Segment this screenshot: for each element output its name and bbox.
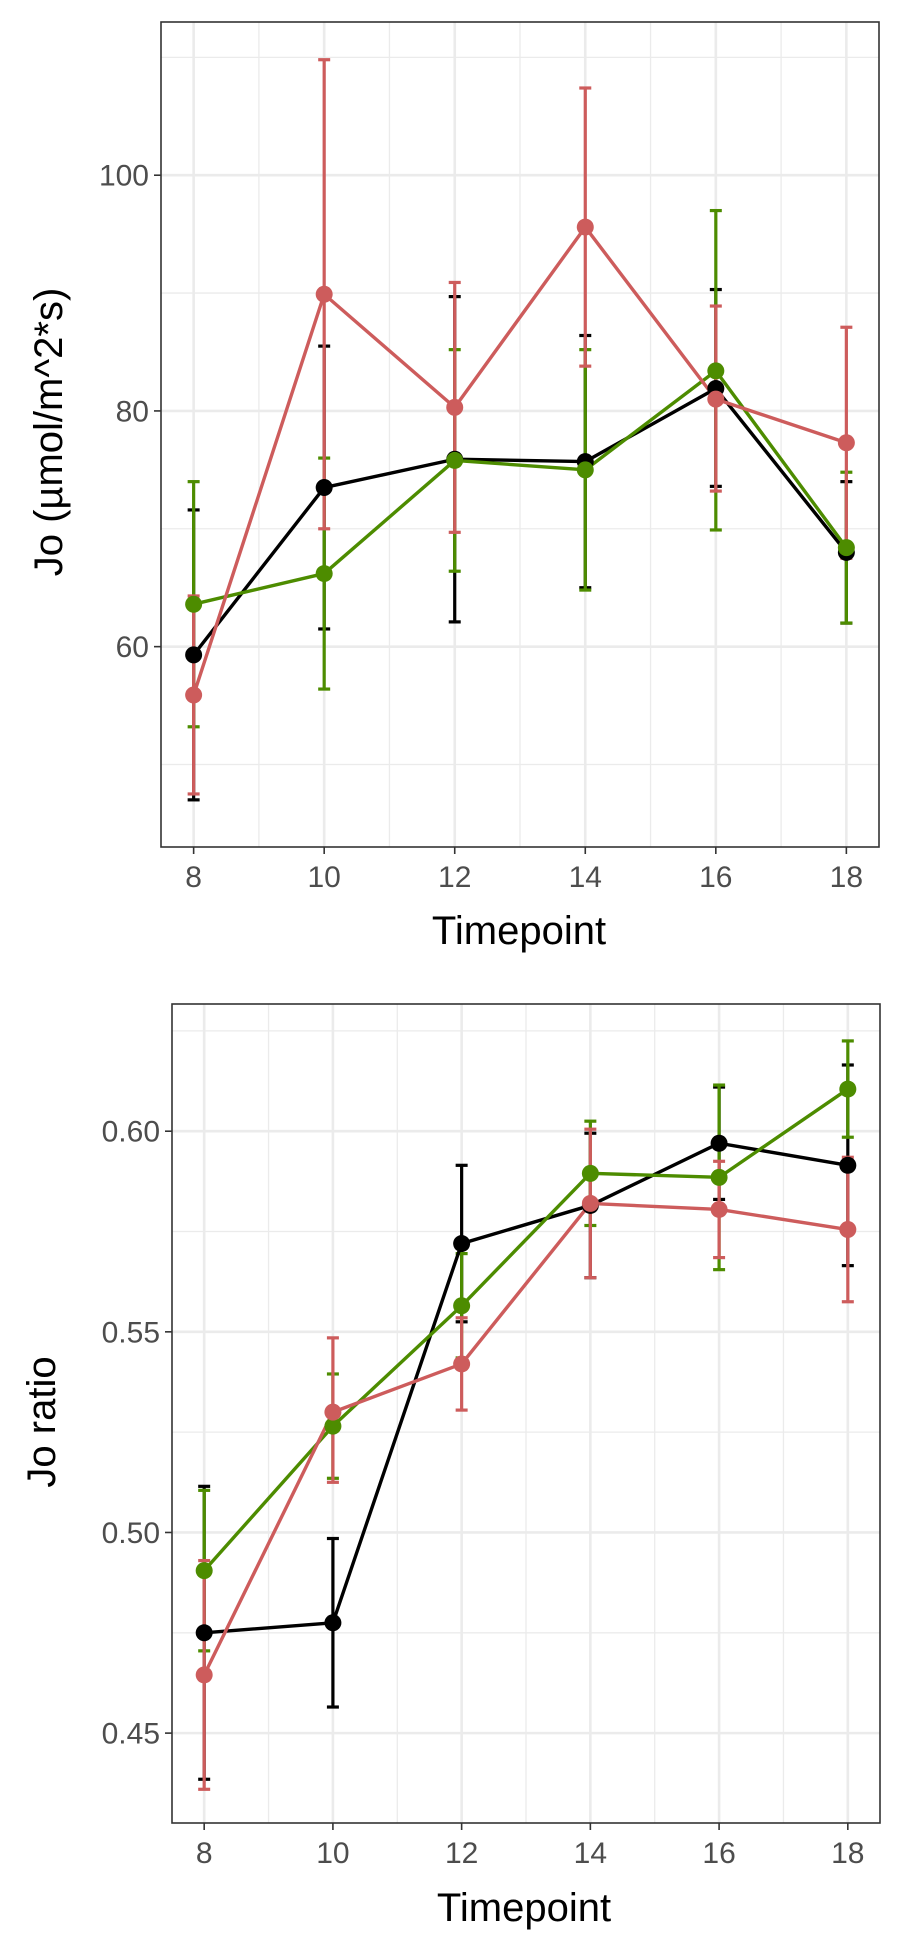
jo-chart-x-axis-title: Timepoint bbox=[432, 909, 606, 953]
jo-chart-series-2-point bbox=[185, 595, 203, 613]
jo-ratio-chart-x-tick-label: 10 bbox=[316, 1837, 349, 1870]
jo-ratio-chart-series-2-point bbox=[710, 1168, 728, 1186]
jo-chart-panel: 8 10 12 14 16 18 60 80 100 Timepoint Jo (µmol/m^2… bbox=[27, 21, 880, 953]
jo-ratio-chart-panel: 8 10 12 14 16 18 0.45 0.50 0.55 0.60 Timepoint Jo … bbox=[20, 1003, 881, 1930]
jo-chart-x-tick-label: 16 bbox=[699, 861, 732, 894]
jo-chart-y-tick-label: 100 bbox=[99, 160, 149, 193]
jo-chart-series-1-point bbox=[185, 646, 203, 664]
jo-chart-series-2-point bbox=[707, 362, 725, 380]
jo-ratio-chart-y-tick-label: 0.45 bbox=[102, 1718, 160, 1751]
jo-ratio-chart-series-2-point bbox=[324, 1417, 342, 1435]
jo-chart-series-1-point bbox=[315, 479, 333, 497]
jo-ratio-chart-panel-border bbox=[171, 1003, 881, 1824]
jo-chart-x-tick-label: 8 bbox=[185, 861, 202, 894]
jo-chart-x-tick-label: 14 bbox=[569, 861, 602, 894]
jo-ratio-chart-series-1-point bbox=[453, 1235, 471, 1253]
jo-ratio-chart-series-1-point bbox=[839, 1156, 857, 1174]
jo-chart-x-tick-label: 12 bbox=[438, 861, 471, 894]
jo-ratio-chart-series-2-point bbox=[195, 1562, 213, 1580]
jo-ratio-chart-series-2-point bbox=[581, 1164, 599, 1182]
jo-chart-series-3-point bbox=[707, 390, 725, 408]
jo-ratio-chart-series-3-point bbox=[324, 1403, 342, 1421]
jo-ratio-chart-series-1-line bbox=[204, 1141, 849, 1635]
jo-ratio-chart-x-tick-label: 18 bbox=[831, 1837, 864, 1870]
jo-ratio-chart-series-3-point bbox=[839, 1221, 857, 1239]
jo-ratio-chart-y-tick-label: 0.60 bbox=[102, 1116, 160, 1149]
jo-ratio-chart-series-2-point bbox=[839, 1080, 857, 1098]
jo-chart-plot-area: 8 10 12 14 16 18 60 80 100 bbox=[99, 21, 880, 894]
jo-chart-x-tick-label: 10 bbox=[307, 861, 340, 894]
jo-chart-series-2-point bbox=[576, 461, 594, 479]
jo-ratio-chart-x-tick-label: 8 bbox=[196, 1837, 213, 1870]
jo-ratio-chart-x-tick-label: 16 bbox=[702, 1837, 735, 1870]
jo-chart-series-3-point bbox=[837, 434, 855, 452]
jo-chart-series-2-point bbox=[837, 539, 855, 557]
jo-ratio-chart-x-axis-title: Timepoint bbox=[437, 1886, 611, 1930]
jo-chart-series-1-line bbox=[192, 386, 848, 656]
jo-chart-series-2-point bbox=[446, 451, 464, 469]
jo-ratio-chart-series-3-point bbox=[581, 1194, 599, 1212]
jo-ratio-chart-series-3-point bbox=[710, 1200, 728, 1218]
jo-ratio-chart-series-3-line bbox=[202, 1201, 849, 1676]
jo-ratio-chart-series-3-point bbox=[195, 1666, 213, 1684]
jo-ratio-chart-series-1-point bbox=[710, 1134, 728, 1152]
jo-ratio-chart-y-tick-label: 0.55 bbox=[102, 1316, 160, 1349]
jo-ratio-chart-series-3-point bbox=[453, 1355, 471, 1373]
jo-chart-series-3-point bbox=[185, 686, 203, 704]
jo-chart-series-2-point bbox=[315, 565, 333, 583]
jo-ratio-chart-series-1-point bbox=[195, 1624, 213, 1642]
jo-ratio-chart-y-tick-label: 0.50 bbox=[102, 1517, 160, 1550]
jo-ratio-chart-plot-area: 8 10 12 14 16 18 0.45 0.50 0.55 0.60 bbox=[102, 1003, 881, 1870]
jo-chart-series-3-point bbox=[446, 398, 464, 416]
jo-ratio-chart-series-1-point bbox=[324, 1614, 342, 1632]
jo-ratio-chart-y-axis-title: Jo ratio bbox=[20, 1356, 64, 1487]
jo-ratio-chart-series-2-point bbox=[453, 1297, 471, 1315]
jo-chart-y-tick-label: 60 bbox=[116, 631, 149, 664]
jo-chart-series-3-point bbox=[576, 218, 594, 236]
jo-ratio-chart-series-2-line bbox=[202, 1087, 849, 1572]
jo-chart-y-axis-title: Jo (µmol/m^2*s) bbox=[27, 288, 71, 577]
jo-chart-x-tick-label: 18 bbox=[830, 861, 863, 894]
jo-chart-y-tick-label: 80 bbox=[116, 395, 149, 428]
jo-chart-series-3-line bbox=[192, 225, 847, 696]
jo-ratio-chart-x-tick-label: 12 bbox=[445, 1837, 478, 1870]
jo-chart-panel-border bbox=[160, 21, 880, 848]
jo-chart-series-2-line bbox=[193, 369, 848, 606]
jo-ratio-chart-x-tick-label: 14 bbox=[574, 1837, 607, 1870]
jo-chart-series-3-point bbox=[315, 285, 333, 303]
